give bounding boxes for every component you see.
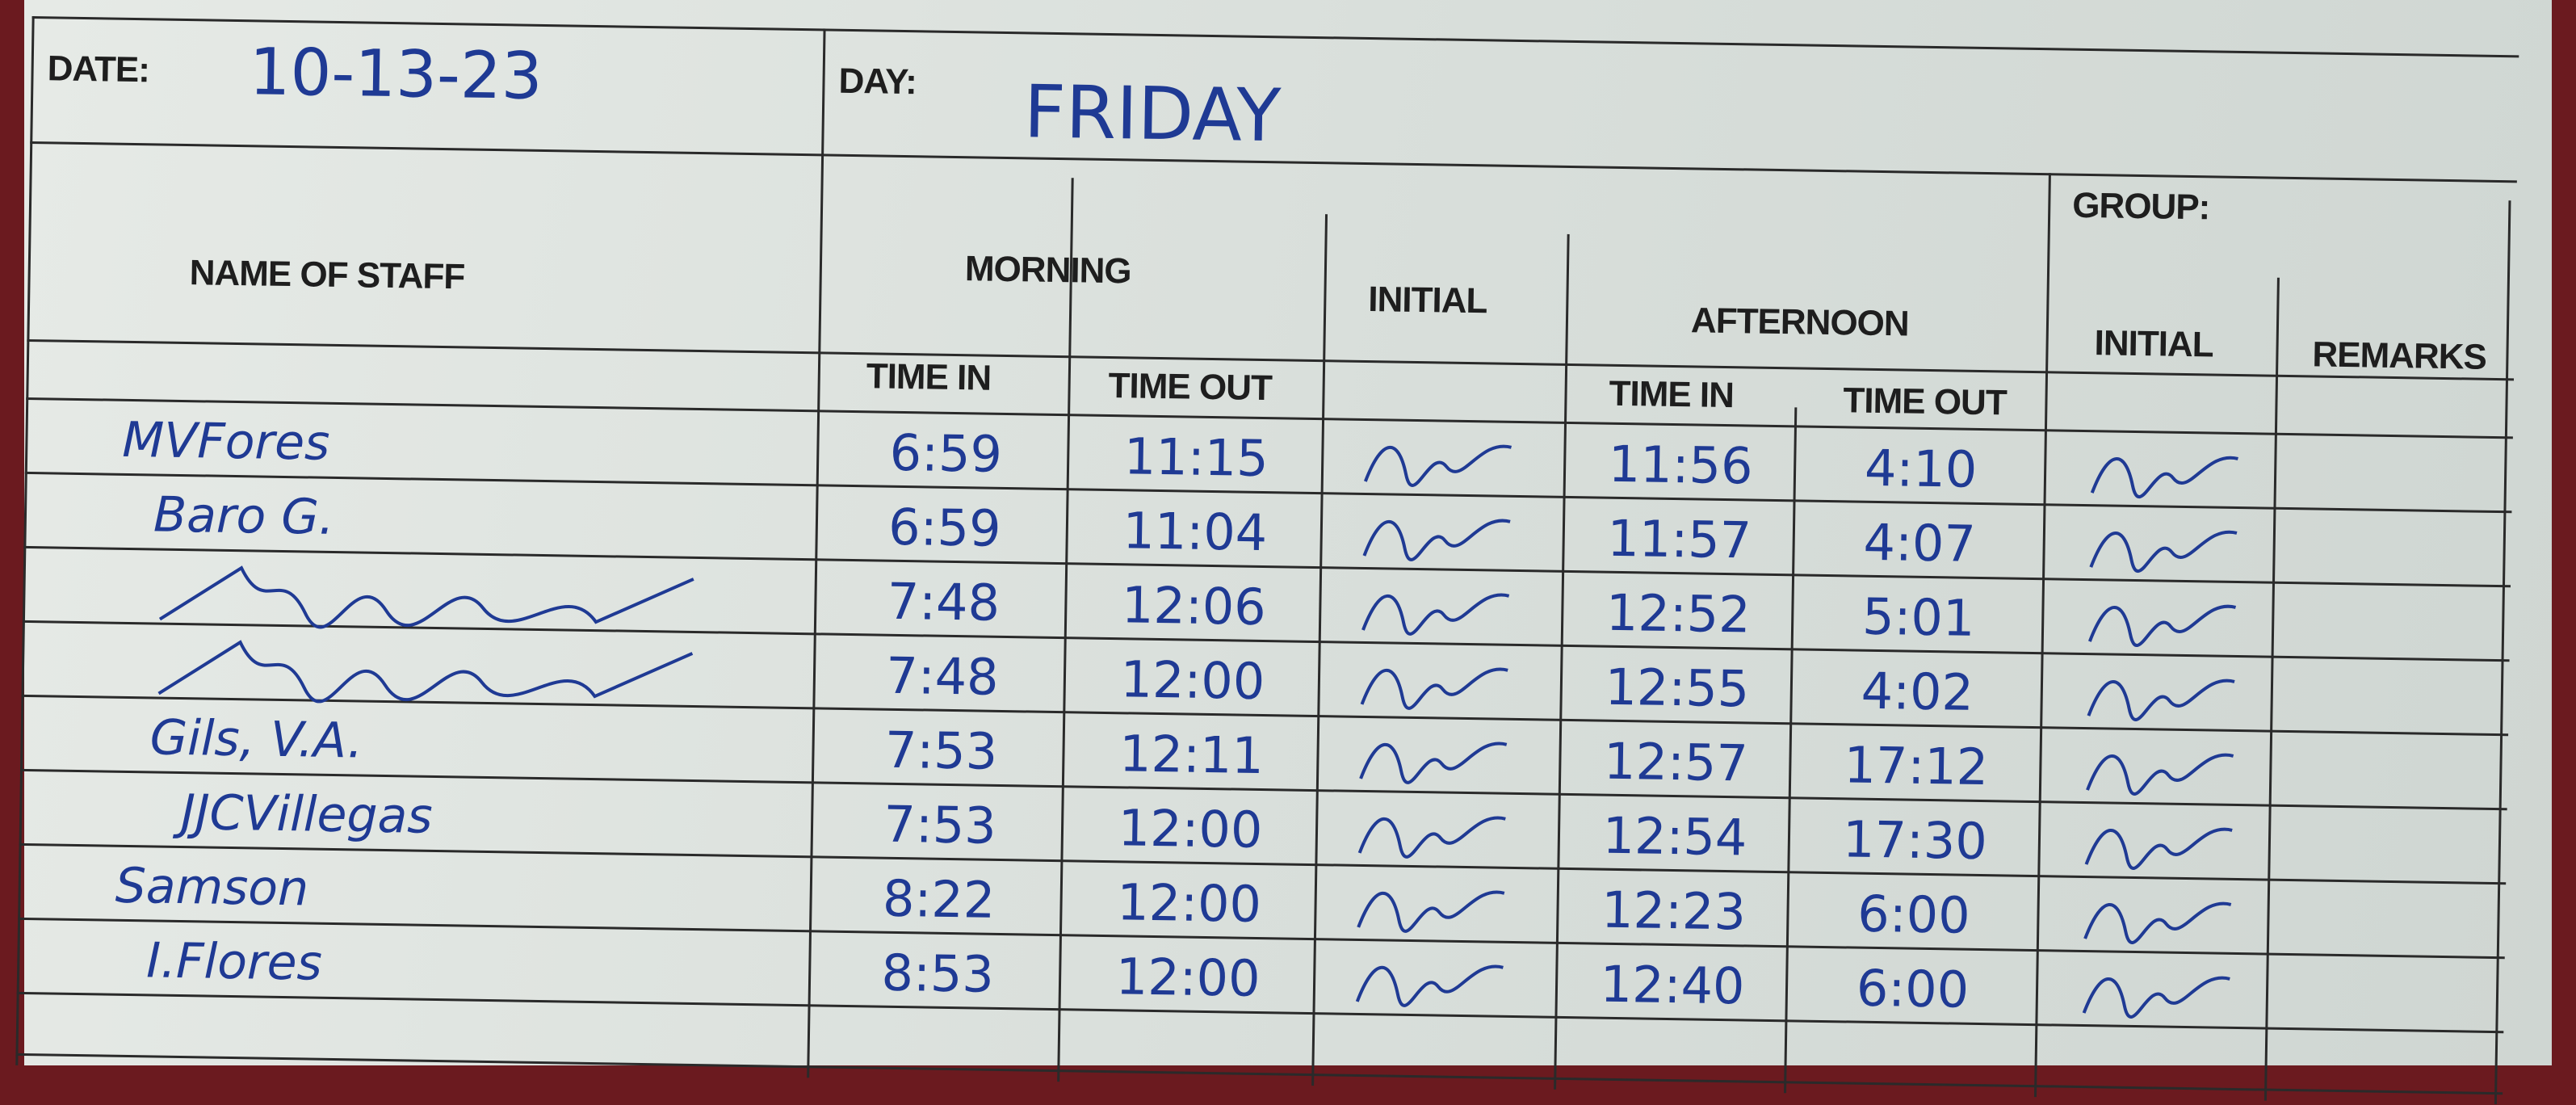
time-am-in: 7:48	[885, 645, 1000, 707]
staff-signature	[157, 640, 694, 704]
staff-signature	[158, 565, 694, 629]
initial-signature	[1362, 519, 1511, 561]
staff-name: Baro G.	[153, 486, 335, 546]
column-divider	[2494, 200, 2511, 1105]
time-am-in: 7:48	[887, 571, 1001, 632]
row-divider	[15, 1052, 2503, 1095]
time-pm-out: 6:00	[1856, 884, 1971, 945]
staff-name: MVFores	[121, 411, 330, 472]
time-pm-in: 12:57	[1603, 731, 1749, 793]
initial-signature	[2086, 753, 2234, 796]
time-am-in: 7:53	[884, 720, 998, 781]
time-pm-in: 12:54	[1602, 805, 1747, 868]
time-am-in: 8:22	[882, 868, 996, 930]
col-initial-morning: INITIAL	[1367, 279, 1487, 321]
initial-signature	[1359, 742, 1508, 784]
staff-name: Gils, V.A.	[149, 709, 363, 770]
time-pm-in: 11:57	[1606, 508, 1752, 570]
time-pm-in: 12:23	[1601, 880, 1747, 942]
col-am-time-in: TIME IN	[866, 356, 992, 398]
time-pm-in: 12:52	[1605, 582, 1752, 645]
time-am-in: 8:53	[881, 943, 995, 1004]
initial-signature	[2087, 604, 2237, 648]
time-am-in: 7:53	[883, 794, 997, 855]
initial-signature	[1363, 444, 1512, 487]
initial-signature	[2089, 530, 2238, 574]
staff-name: JJCVillegas	[180, 784, 434, 845]
col-initial-afternoon: INITIAL	[2094, 323, 2213, 365]
col-remarks: REMARKS	[2312, 334, 2487, 377]
initial-signature	[2090, 456, 2238, 499]
logbook-page: DATE: 10-13-23 DAY: FRIDAY GROUP: NAME O…	[15, 0, 2552, 1105]
col-pm-time-in: TIME IN	[1609, 373, 1735, 416]
initial-signature	[1360, 667, 1508, 710]
attendance-table: DATE: 10-13-23 DAY: FRIDAY GROUP: NAME O…	[15, 0, 2535, 1105]
time-pm-out: 6:00	[1856, 958, 1970, 1019]
date-value: 10-13-23	[248, 34, 543, 114]
column-divider	[15, 15, 35, 1065]
initial-signature	[1357, 816, 1506, 859]
column-divider	[1311, 214, 1328, 1086]
time-am-out: 12:00	[1115, 947, 1261, 1009]
initial-signature	[2083, 901, 2232, 944]
date-label: DATE:	[47, 48, 150, 90]
staff-name: Samson	[115, 857, 309, 918]
column-divider	[2263, 277, 2280, 1101]
group-label: GROUP:	[2071, 185, 2210, 228]
initial-signature	[1361, 593, 1510, 636]
time-pm-out: 4:10	[1864, 438, 1978, 499]
time-am-out: 11:04	[1122, 501, 1268, 563]
initial-signature	[1355, 964, 1504, 1007]
col-name-of-staff: NAME OF STAFF	[189, 253, 465, 297]
time-pm-in: 12:55	[1604, 657, 1750, 719]
time-am-out: 12:00	[1118, 798, 1263, 860]
time-pm-out: 17:30	[1842, 809, 1988, 872]
col-morning: MORNING	[964, 249, 1131, 292]
time-am-out: 12:11	[1118, 724, 1265, 786]
day-value: FRIDAY	[1023, 69, 1282, 159]
time-pm-in: 11:56	[1608, 434, 1754, 496]
staff-name: I.Flores	[145, 932, 323, 992]
initial-signature	[2087, 679, 2235, 722]
initial-signature	[2082, 976, 2230, 1019]
col-pm-time-out: TIME OUT	[1843, 380, 2008, 423]
col-afternoon: AFTERNOON	[1690, 300, 1910, 344]
time-am-out: 12:00	[1116, 872, 1262, 935]
time-pm-out: 17:12	[1843, 735, 1989, 797]
day-label: DAY:	[838, 61, 917, 103]
time-am-in: 6:59	[889, 422, 1003, 484]
time-pm-out: 5:01	[1861, 586, 1975, 648]
time-am-out: 12:00	[1120, 649, 1265, 712]
time-am-out: 11:15	[1123, 426, 1269, 489]
time-am-in: 6:59	[887, 497, 1002, 558]
col-am-time-out: TIME OUT	[1108, 365, 1273, 409]
time-pm-in: 12:40	[1600, 954, 1746, 1016]
initial-signature	[1357, 890, 1505, 933]
time-am-out: 12:06	[1121, 575, 1267, 637]
initial-signature	[2084, 827, 2233, 871]
time-pm-out: 4:02	[1861, 661, 1974, 722]
time-pm-out: 4:07	[1863, 512, 1977, 574]
